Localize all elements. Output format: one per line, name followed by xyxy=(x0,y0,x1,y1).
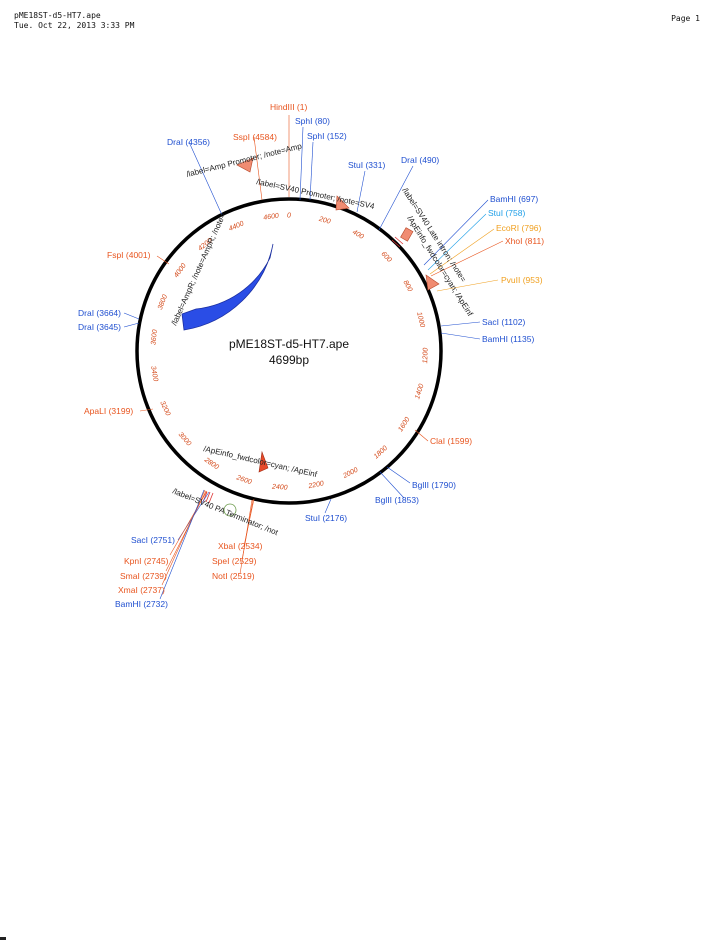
site-label: ApaLI (3199) xyxy=(84,406,133,416)
site-label: BamHI (697) xyxy=(490,194,538,204)
sv40-promoter-feature xyxy=(335,195,350,211)
tick-label: 2600 xyxy=(235,474,253,486)
site-labels: HindIII (1) SphI (80) SphI (152) StuI (3… xyxy=(78,102,544,609)
apeinfo-feature-lower xyxy=(258,450,269,473)
site-label: XbaI (2534) xyxy=(218,541,263,551)
tick-label: 400 xyxy=(351,229,365,241)
feature-label-sv40-pa-terminator: /label=SV40 PA Terminator; /not xyxy=(171,487,280,538)
site-label: PvuII (953) xyxy=(501,275,543,285)
site-label: EcoRI (796) xyxy=(496,223,542,233)
site-label: BamHI (1135) xyxy=(482,334,534,344)
page-number: Page 1 xyxy=(671,14,700,23)
site-label: NotI (2519) xyxy=(212,571,255,581)
tick-label: 1400 xyxy=(414,383,425,400)
site-label: ClaI (1599) xyxy=(430,436,472,446)
site-label: SmaI (2739) xyxy=(120,571,167,581)
site-label: StuI (2176) xyxy=(305,513,347,523)
tick-label: 2800 xyxy=(202,456,220,471)
site-label: DraI (4356) xyxy=(167,137,210,147)
site-leaders xyxy=(123,115,504,600)
site-label: HindIII (1) xyxy=(270,102,307,112)
site-label: SacI (1102) xyxy=(482,317,525,327)
tick-label: 4000 xyxy=(173,262,188,279)
tick-label: 1800 xyxy=(373,445,389,461)
tick-label: 200 xyxy=(317,216,331,226)
site-label: StuI (331) xyxy=(348,160,385,170)
page-corner-mark xyxy=(0,937,6,940)
document-filename: pME18ST-d5-HT7.ape xyxy=(14,11,101,20)
site-label: StuI (758) xyxy=(488,208,525,218)
site-label: SphI (152) xyxy=(307,131,347,141)
tick-label: 3600 xyxy=(150,329,159,345)
ampr-feature xyxy=(181,243,274,331)
tick-label: 600 xyxy=(380,251,393,264)
mcs-marks xyxy=(202,236,404,504)
feature-label-apeinfo-lower: /ApEinfo_fwdcolor=cyan; /ApEinf xyxy=(203,444,319,479)
tick-label: 2000 xyxy=(341,467,359,481)
plasmid-backbone xyxy=(135,197,443,505)
site-label: DraI (3645) xyxy=(78,322,121,332)
tick-label: 1000 xyxy=(415,311,425,328)
tick-label: 3200 xyxy=(158,400,171,417)
tick-label: 4600 xyxy=(263,213,279,222)
tick-label: 3400 xyxy=(149,365,158,382)
tick-label: 3800 xyxy=(157,294,169,311)
sv40-late-intron-feature xyxy=(400,227,414,242)
site-label: SacI (2751) xyxy=(131,535,175,545)
site-label: BglII (1853) xyxy=(375,495,419,505)
site-label: SpeI (2529) xyxy=(212,556,257,566)
document-timestamp: Tue. Oct 22, 2013 3:33 PM xyxy=(14,21,135,30)
site-label: XmaI (2737) xyxy=(118,585,165,595)
tick-label: 1600 xyxy=(397,416,411,433)
site-label: BamHI (2732) xyxy=(115,599,168,609)
site-label: KpnI (2745) xyxy=(124,556,169,566)
amp-promoter-feature xyxy=(236,157,254,173)
tick-label: 0 xyxy=(287,213,291,220)
tick-label: 2400 xyxy=(271,484,288,492)
site-label: DraI (3664) xyxy=(78,308,121,318)
tick-label: 800 xyxy=(402,279,414,293)
tick-label: 4400 xyxy=(228,220,245,233)
site-label: XhoI (811) xyxy=(505,236,544,246)
tick-label: 2200 xyxy=(307,480,325,490)
site-label: BglII (1790) xyxy=(412,480,456,490)
tick-label: 1200 xyxy=(422,348,430,364)
site-label: SspI (4584) xyxy=(233,132,277,142)
tick-label: 3000 xyxy=(177,431,192,447)
plasmid-name: pME18ST-d5-HT7.ape xyxy=(229,337,349,351)
site-label: FspI (4001) xyxy=(107,250,151,260)
feature-label-sv40-promoter: /label=SV40 Promoter; /note=SV4 xyxy=(256,177,376,211)
site-label: DraI (490) xyxy=(401,155,439,165)
site-label: SphI (80) xyxy=(295,116,330,126)
sv40-pa-terminator-feature xyxy=(223,503,237,517)
apeinfo-feature-upper xyxy=(425,274,440,291)
plasmid-length: 4699bp xyxy=(269,353,309,367)
